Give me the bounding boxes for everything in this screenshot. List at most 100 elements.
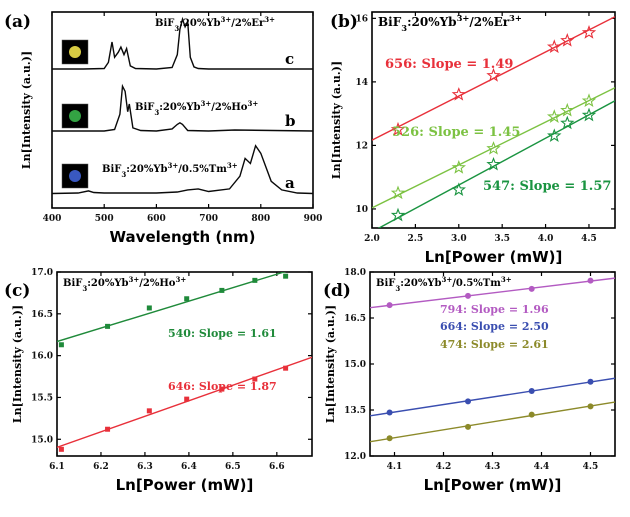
x-tick-label: 500 bbox=[95, 214, 114, 224]
data-point bbox=[546, 39, 562, 54]
x-tick-label: 600 bbox=[147, 214, 166, 224]
plot-frame bbox=[51, 11, 314, 209]
series-label: 540: Slope = 1.61 bbox=[168, 327, 277, 340]
panel-title: BiF3:20%Yb3+/2%Ho3+ bbox=[63, 275, 186, 293]
data-point bbox=[58, 342, 64, 348]
data-point bbox=[386, 409, 393, 416]
y-tick-label: 16.5 bbox=[344, 314, 366, 324]
data-point bbox=[390, 121, 406, 136]
fit-line bbox=[370, 277, 615, 309]
panel-c: 6.1 6.2 6.3 6.4 6.5 6.6 15.0 15.5 16.0 16.5 17.0 Ln… bbox=[11, 268, 313, 494]
data-point bbox=[58, 446, 64, 452]
x-tick-label: 6.4 bbox=[181, 462, 197, 472]
data-point bbox=[105, 426, 111, 432]
data-point bbox=[486, 141, 501, 155]
panel-title: BiF3:20%Yb3+/2%Er3+ bbox=[378, 13, 522, 33]
data-point bbox=[451, 87, 466, 101]
x-tick-label: 900 bbox=[304, 214, 323, 224]
data-point bbox=[146, 305, 152, 311]
x-axis-label: Ln[Power (mW)] bbox=[425, 248, 563, 266]
panel-b-label: (b) bbox=[330, 12, 358, 32]
x-tick-label: 6.1 bbox=[49, 462, 65, 472]
x-tick-label: 4.3 bbox=[485, 462, 501, 472]
data-point bbox=[528, 285, 535, 292]
data-point bbox=[184, 396, 190, 402]
sample-glow bbox=[69, 110, 81, 122]
spectrum-letter: a bbox=[285, 174, 295, 192]
sample-glow bbox=[69, 170, 81, 182]
y-axis-label: Ln[Intensity (a.u.)] bbox=[324, 305, 337, 423]
spectrum-letter: c bbox=[285, 50, 294, 68]
data-point bbox=[528, 411, 535, 418]
panel-d-label: (d) bbox=[323, 281, 351, 301]
data-point bbox=[252, 376, 258, 382]
data-point bbox=[486, 67, 501, 82]
series-label: 656: Slope = 1.49 bbox=[385, 57, 513, 72]
fit-line bbox=[377, 100, 615, 228]
data-point bbox=[486, 156, 501, 171]
spectrum-label: BiF3:20%Yb3+/2%Er3+ bbox=[155, 15, 275, 33]
data-point bbox=[184, 296, 190, 302]
data-point bbox=[587, 403, 594, 410]
data-point bbox=[547, 128, 562, 142]
panel-c-label: (c) bbox=[4, 281, 30, 301]
x-axis-label: Ln[Power (mW)] bbox=[116, 476, 254, 494]
y-axis-label: Ln[Intensity (a.u.)] bbox=[330, 61, 343, 179]
x-axis-label: Ln[Power (mW)] bbox=[424, 476, 562, 494]
data-point bbox=[252, 277, 258, 283]
plot-frame bbox=[369, 271, 616, 457]
spectrum-label: BiF3:20%Yb3+/2%Ho3+ bbox=[135, 99, 258, 117]
data-point bbox=[560, 115, 575, 130]
fit-line bbox=[372, 87, 615, 209]
x-tick-label: 4.1 bbox=[387, 462, 403, 472]
x-tick-label: 6.2 bbox=[93, 462, 109, 472]
data-point bbox=[581, 24, 597, 39]
y-axis-label: Ln[Intensity (a.u.)] bbox=[11, 305, 24, 423]
data-point bbox=[465, 423, 471, 430]
data-point bbox=[146, 408, 152, 414]
data-point bbox=[390, 207, 406, 222]
data-point bbox=[587, 277, 594, 284]
plot-area bbox=[372, 16, 615, 228]
data-point bbox=[386, 302, 393, 309]
series-label: 474: Slope = 2.61 bbox=[440, 338, 549, 351]
x-tick-label: 3.5 bbox=[494, 234, 510, 244]
data-point bbox=[219, 287, 225, 293]
y-tick-label: 15.0 bbox=[344, 360, 366, 370]
y-tick-label: 16.5 bbox=[31, 310, 53, 320]
data-point bbox=[386, 435, 393, 442]
x-tick-label: 4.0 bbox=[538, 234, 554, 244]
y-tick-label: 12 bbox=[355, 141, 368, 151]
x-axis-label: Wavelength (nm) bbox=[110, 228, 256, 246]
y-tick-label: 16 bbox=[355, 14, 368, 24]
panel-a: 400 500 600 700 800 900 Wavelength (nm) Ln[Inte… bbox=[20, 11, 323, 246]
x-tick-label: 6.5 bbox=[225, 462, 241, 472]
x-tick-label: 400 bbox=[43, 214, 62, 224]
fit-line bbox=[57, 272, 287, 343]
panel-d: 4.1 4.2 4.3 4.4 4.5 12.0 13.5 15.0 16.5 18.0 Ln[Po… bbox=[324, 268, 616, 494]
data-point bbox=[587, 378, 594, 385]
data-point bbox=[283, 365, 289, 371]
y-axis-label: Ln[Intensity (a.u.)] bbox=[20, 51, 33, 169]
data-point bbox=[451, 160, 466, 174]
data-point bbox=[451, 182, 466, 196]
panel-b: 2.0 2.5 3.0 3.5 4.0 4.5 10 12 14 16 Ln[Power (mW)]… bbox=[330, 11, 616, 266]
y-tick-label: 18.0 bbox=[344, 268, 366, 278]
x-tick-label: 4.4 bbox=[534, 462, 550, 472]
series-label: 664: Slope = 2.50 bbox=[440, 320, 549, 333]
data-point bbox=[528, 387, 535, 394]
data-point bbox=[465, 292, 471, 299]
x-tick-label: 4.5 bbox=[581, 234, 597, 244]
y-tick-label: 16.0 bbox=[31, 352, 53, 362]
fit-line bbox=[370, 377, 615, 417]
y-tick-label: 10 bbox=[355, 205, 368, 215]
data-point bbox=[546, 109, 562, 124]
x-tick-label: 3.0 bbox=[451, 234, 467, 244]
spectrum-line bbox=[52, 16, 313, 70]
data-point bbox=[581, 93, 597, 108]
y-tick-label: 15.5 bbox=[31, 393, 53, 403]
fit-line bbox=[370, 401, 615, 443]
series-label: 646: Slope = 1.87 bbox=[168, 380, 277, 393]
plot-area bbox=[57, 272, 312, 452]
